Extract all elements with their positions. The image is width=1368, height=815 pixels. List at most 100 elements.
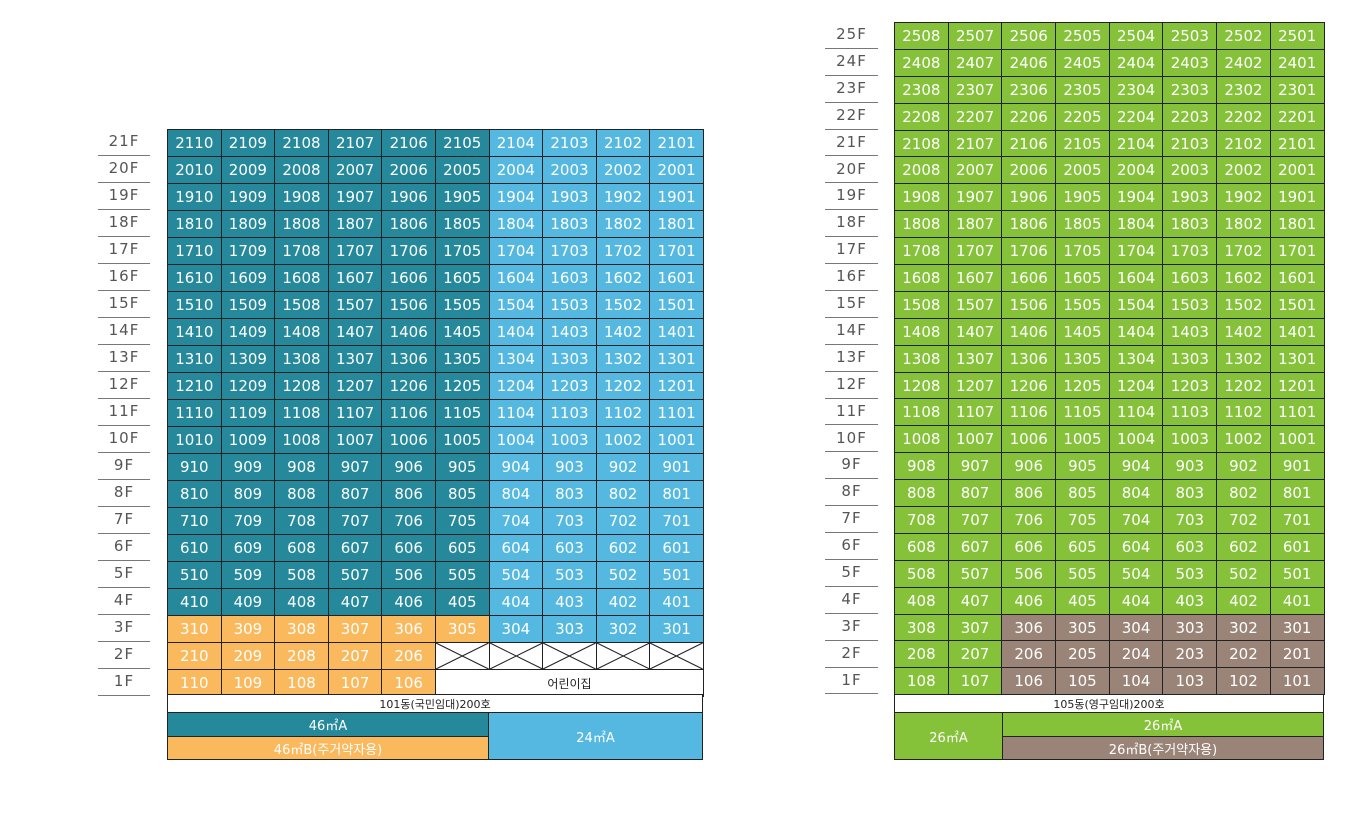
unit-cell: 1901: [1270, 184, 1325, 212]
unit-cell: 2008: [895, 157, 949, 185]
unit-cell: 1708: [895, 238, 949, 266]
unit-cell: 1106: [382, 400, 436, 427]
unit-cell: 907: [328, 454, 383, 481]
unit-cell: 310: [168, 616, 222, 643]
unit-cell: 308: [275, 616, 329, 643]
unit-cell: 404: [489, 589, 544, 616]
unit-cell: 606: [1002, 533, 1057, 561]
unit-cell: 802: [596, 481, 651, 508]
legend-24a: 24㎡A: [488, 712, 703, 760]
unit-cell: 601: [650, 535, 704, 562]
unit-cell: 1905: [1056, 184, 1110, 212]
floor-label: 15F: [98, 291, 150, 318]
unit-cell: 1502: [1217, 291, 1271, 319]
unit-cell: 307: [328, 616, 383, 643]
unit-cell: 1302: [1217, 345, 1271, 373]
unit-cell: 1203: [1163, 372, 1218, 400]
floor-label: 8F: [825, 479, 878, 507]
unit-cell: 407: [328, 589, 383, 616]
unit-cell: 1704: [489, 238, 544, 265]
unit-cell: 602: [1217, 533, 1271, 561]
unit-cell: 1304: [1109, 345, 1164, 373]
unit-cell: 1201: [650, 373, 704, 400]
unit-cell: 1307: [328, 346, 383, 373]
unit-cell: 508: [895, 560, 949, 588]
unit-cell: 1206: [382, 373, 436, 400]
unit-cell: 1601: [1270, 265, 1325, 292]
unit-cell: 1606: [382, 265, 436, 292]
unit-cell: 907: [948, 453, 1003, 481]
legend-26a-left: 26㎡A: [894, 712, 1003, 760]
unit-cell: 1004: [489, 427, 544, 454]
unit-cell: 807: [328, 481, 383, 508]
unit-cell: 2408: [895, 49, 949, 77]
unit-cell: 707: [948, 507, 1003, 534]
legend-26a-top: 26㎡A: [1002, 712, 1324, 737]
unit-cell: 2108: [895, 130, 949, 158]
unit-cell: 2307: [948, 76, 1003, 104]
unit-cell: 302: [1217, 614, 1271, 642]
unit-cell: 206: [382, 643, 436, 670]
unit-cell: 305: [435, 616, 490, 643]
unit-cell: 1909: [221, 184, 276, 211]
unit-cell: 1208: [275, 373, 329, 400]
floor-label: 13F: [825, 345, 878, 372]
unit-cell: 2306: [1002, 76, 1057, 104]
floor-label: 16F: [98, 264, 150, 291]
unit-cell: 1508: [895, 291, 949, 319]
floor-label: 6F: [98, 534, 150, 561]
unit-cell: 503: [543, 562, 597, 589]
unit-cell: 109: [221, 670, 276, 697]
unit-cell: 2507: [948, 23, 1003, 50]
unit-cell: 1204: [1109, 372, 1164, 400]
unit-cell: 1006: [1002, 426, 1057, 454]
unit-cell: 1902: [1217, 184, 1271, 212]
unit-cell: 703: [1163, 507, 1218, 534]
unit-cell: 1404: [489, 319, 544, 346]
unit-cell: 1405: [1056, 318, 1110, 346]
unit-cell: 905: [1056, 453, 1110, 481]
floor-label: 7F: [98, 507, 150, 534]
unit-cell: 1604: [489, 265, 544, 292]
unit-cell: 1702: [1217, 238, 1271, 266]
unit-cell: 2001: [650, 157, 704, 184]
unit-cell: 2308: [895, 76, 949, 104]
unit-cell: 2506: [1002, 23, 1057, 50]
unit-cell: 1003: [1163, 426, 1218, 454]
unit-cell: 1403: [543, 319, 597, 346]
floor-label: 21F: [825, 130, 878, 157]
unit-cell: 1309: [221, 346, 276, 373]
legend-26b: 26㎡B(주거약자용): [1002, 736, 1324, 760]
unit-cell: 2504: [1109, 23, 1164, 50]
unit-cell: 1809: [221, 211, 276, 238]
unit-cell: 904: [489, 454, 544, 481]
unit-cell: 909: [221, 454, 276, 481]
unit-cell: 801: [650, 481, 704, 508]
unit-cell: 406: [1002, 587, 1057, 615]
unit-cell: 1509: [221, 292, 276, 319]
unit-cell: 1506: [1002, 291, 1057, 319]
unit-cell: 210: [168, 643, 222, 670]
unit-cell: 1302: [596, 346, 651, 373]
unit-cell: 1407: [328, 319, 383, 346]
floor-label: 20F: [825, 157, 878, 184]
floor-label: 17F: [98, 237, 150, 264]
unit-cell: 1308: [275, 346, 329, 373]
unit-cell: 301: [1270, 614, 1325, 642]
unit-cell: 1210: [168, 373, 222, 400]
unit-cell: 902: [596, 454, 651, 481]
unit-cell: 2002: [1217, 157, 1271, 185]
unit-cell: 605: [435, 535, 490, 562]
unit-cell: 106: [382, 670, 436, 697]
unit-cell: 1505: [435, 292, 490, 319]
floor-label: 10F: [825, 426, 878, 453]
unit-cell: 1409: [221, 319, 276, 346]
unit-cell: 2010: [168, 157, 222, 184]
unit-cell: 408: [275, 589, 329, 616]
unit-cell: 1510: [168, 292, 222, 319]
unit-cell: 2303: [1163, 76, 1218, 104]
unit-cell: 1701: [1270, 238, 1325, 266]
unit-cell: 207: [948, 641, 1003, 669]
unit-cell: 1105: [1056, 399, 1110, 427]
unit-cell: 403: [543, 589, 597, 616]
